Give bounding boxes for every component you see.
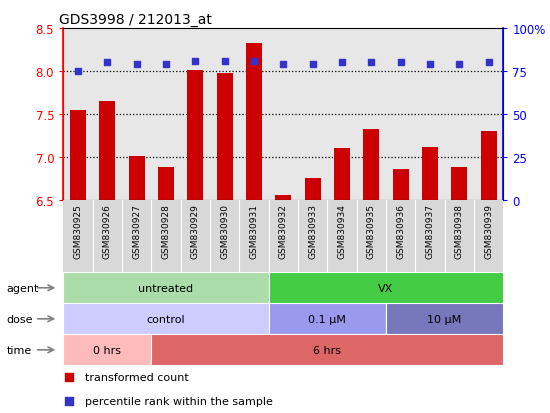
Bar xyxy=(268,29,298,200)
Text: GSM830927: GSM830927 xyxy=(132,204,141,259)
Bar xyxy=(158,168,174,200)
Bar xyxy=(422,147,438,200)
Bar xyxy=(122,29,151,200)
Bar xyxy=(70,110,86,200)
Point xyxy=(220,58,229,65)
Bar xyxy=(268,273,503,304)
Bar xyxy=(92,29,122,200)
Point xyxy=(367,60,376,66)
Bar xyxy=(474,29,503,200)
Point xyxy=(484,60,493,66)
Bar xyxy=(239,200,268,273)
Text: 0 hrs: 0 hrs xyxy=(94,345,121,355)
Text: GSM830936: GSM830936 xyxy=(396,204,405,259)
Bar xyxy=(481,132,497,200)
Text: VX: VX xyxy=(378,283,394,293)
Bar xyxy=(298,29,327,200)
Bar xyxy=(444,29,474,200)
Bar xyxy=(327,29,356,200)
Text: GSM830934: GSM830934 xyxy=(337,204,346,259)
Bar xyxy=(63,29,92,200)
Text: GSM830937: GSM830937 xyxy=(425,204,435,259)
Text: GSM830935: GSM830935 xyxy=(367,204,376,259)
Text: GSM830928: GSM830928 xyxy=(161,204,170,259)
Text: 6 hrs: 6 hrs xyxy=(314,345,341,355)
Point xyxy=(250,58,258,65)
Bar xyxy=(217,74,233,200)
Point xyxy=(132,62,141,68)
Point xyxy=(74,69,82,75)
Bar xyxy=(129,157,145,200)
Bar xyxy=(187,71,204,200)
Bar xyxy=(356,200,386,273)
Bar xyxy=(386,29,415,200)
Point xyxy=(396,60,405,66)
Bar xyxy=(386,304,503,335)
Bar xyxy=(268,200,298,273)
Text: GSM830932: GSM830932 xyxy=(279,204,288,259)
Bar xyxy=(275,196,292,200)
Bar xyxy=(151,29,180,200)
Bar xyxy=(356,29,386,200)
Bar xyxy=(363,130,379,200)
Bar xyxy=(180,200,210,273)
Bar xyxy=(246,43,262,200)
Bar xyxy=(474,200,503,273)
Bar xyxy=(210,200,239,273)
Bar xyxy=(151,200,180,273)
Text: GDS3998 / 212013_at: GDS3998 / 212013_at xyxy=(59,12,212,26)
Bar xyxy=(451,168,468,200)
Text: percentile rank within the sample: percentile rank within the sample xyxy=(85,396,273,406)
Text: agent: agent xyxy=(7,283,39,293)
Text: GSM830929: GSM830929 xyxy=(191,204,200,259)
Bar xyxy=(63,200,92,273)
Bar xyxy=(327,200,356,273)
Point xyxy=(455,62,464,68)
Text: 0.1 μM: 0.1 μM xyxy=(309,314,346,324)
Text: untreated: untreated xyxy=(139,283,194,293)
Text: time: time xyxy=(7,345,31,355)
Point xyxy=(64,374,73,381)
Text: GSM830933: GSM830933 xyxy=(308,204,317,259)
Bar xyxy=(63,304,268,335)
Bar xyxy=(180,29,210,200)
Text: GSM830925: GSM830925 xyxy=(73,204,82,259)
Point xyxy=(279,62,288,68)
Bar xyxy=(210,29,239,200)
Point xyxy=(64,398,73,404)
Point xyxy=(162,62,170,68)
Bar xyxy=(305,179,321,200)
Bar xyxy=(386,200,415,273)
Bar xyxy=(63,273,268,304)
Text: GSM830926: GSM830926 xyxy=(103,204,112,259)
Text: control: control xyxy=(147,314,185,324)
Text: dose: dose xyxy=(7,314,33,324)
Text: GSM830939: GSM830939 xyxy=(484,204,493,259)
Bar xyxy=(63,335,151,366)
Bar xyxy=(444,200,474,273)
Point xyxy=(103,60,112,66)
Point xyxy=(308,62,317,68)
Bar xyxy=(122,200,151,273)
Bar xyxy=(334,149,350,200)
Point xyxy=(338,60,346,66)
Bar xyxy=(298,200,327,273)
Text: GSM830938: GSM830938 xyxy=(455,204,464,259)
Bar xyxy=(99,102,116,200)
Point xyxy=(191,58,200,65)
Bar xyxy=(268,304,386,335)
Bar xyxy=(393,169,409,200)
Text: 10 μM: 10 μM xyxy=(427,314,461,324)
Bar xyxy=(415,200,444,273)
Text: GSM830931: GSM830931 xyxy=(249,204,258,259)
Point xyxy=(426,62,434,68)
Text: GSM830930: GSM830930 xyxy=(220,204,229,259)
Text: transformed count: transformed count xyxy=(85,373,189,382)
Bar xyxy=(239,29,268,200)
Bar xyxy=(415,29,444,200)
Bar xyxy=(92,200,122,273)
Bar xyxy=(151,335,503,366)
